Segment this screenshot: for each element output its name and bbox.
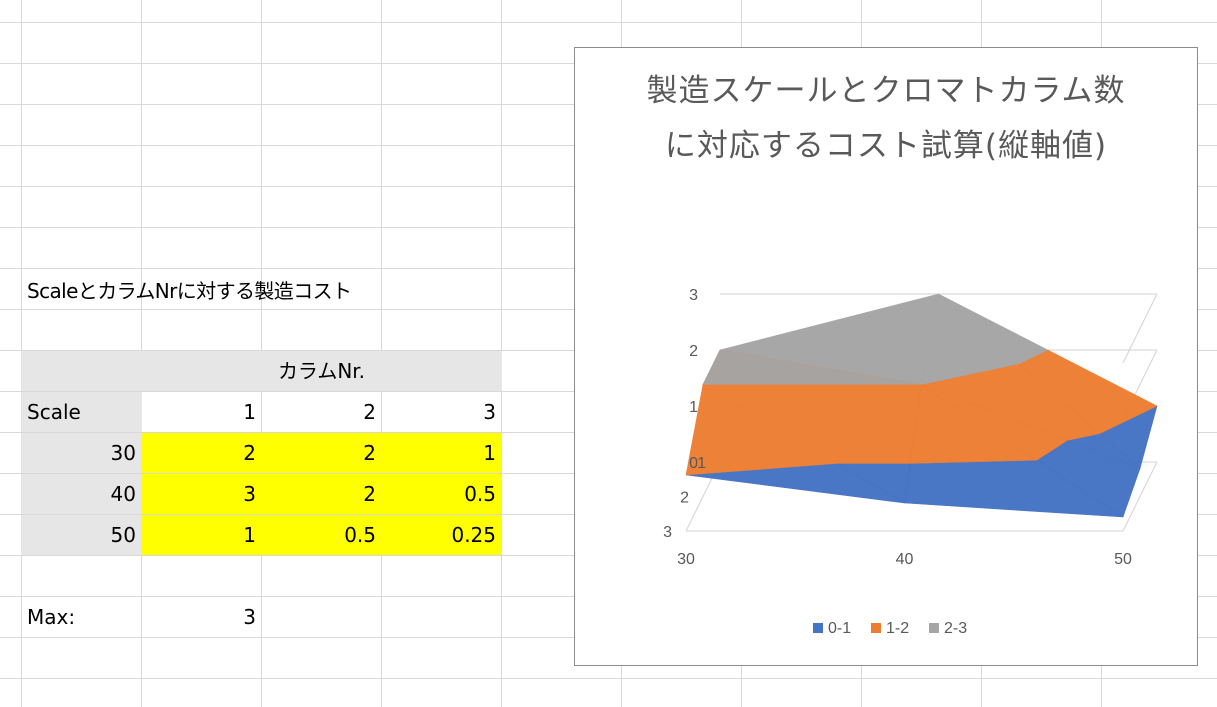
header-corner-cell[interactable] bbox=[21, 351, 142, 391]
sheet-caption[interactable]: ScaleとカラムNrに対する製造コスト bbox=[27, 279, 352, 303]
z-axis-tick-label: 2 bbox=[689, 343, 698, 360]
value-cell[interactable]: 0.5 bbox=[261, 515, 382, 555]
gridline-side bbox=[1122, 293, 1158, 364]
value-cell[interactable]: 0.25 bbox=[381, 515, 502, 555]
depth-axis-label: 2 bbox=[680, 490, 689, 507]
legend-swatch bbox=[929, 623, 939, 633]
column-label-2[interactable]: 2 bbox=[363, 400, 376, 424]
surface-facet-band-2-3 bbox=[921, 293, 1020, 385]
max-label-cell[interactable]: Max: bbox=[27, 605, 76, 629]
surface-facet-band-1-2 bbox=[685, 384, 838, 476]
column-header-cell[interactable]: カラムNr. bbox=[141, 351, 502, 391]
value-cell[interactable]: 0.5 bbox=[381, 474, 502, 514]
value-cell[interactable]: 1 bbox=[381, 433, 502, 473]
depth-axis-label: 3 bbox=[663, 524, 672, 541]
category-axis-label: 40 bbox=[896, 551, 914, 568]
value-cell[interactable]: 2 bbox=[261, 474, 382, 514]
legend-swatch bbox=[813, 623, 823, 633]
row-header-cell[interactable]: Scale bbox=[21, 392, 142, 432]
category-axis-label: 30 bbox=[677, 551, 695, 568]
scale-cell-50[interactable]: 50 bbox=[21, 515, 142, 555]
z-axis-tick-label: 1 bbox=[689, 399, 698, 416]
max-value-cell[interactable]: 3 bbox=[243, 605, 256, 629]
chart-title-line1: 製造スケールとクロマトカラム数 bbox=[646, 73, 1126, 109]
scale-cell-30[interactable]: 30 bbox=[21, 433, 142, 473]
legend-entry: 2-3 bbox=[944, 620, 967, 637]
column-label-3[interactable]: 3 bbox=[483, 400, 496, 424]
value-cell[interactable]: 2 bbox=[261, 433, 382, 473]
value-cell[interactable]: 1 bbox=[141, 515, 262, 555]
chart-title-line2: に対応するコスト試算(縦軸値) bbox=[664, 128, 1108, 164]
z-axis-tick-label: 3 bbox=[689, 287, 698, 304]
surface-facet-band-1-2 bbox=[909, 384, 1037, 464]
scale-cell-40[interactable]: 40 bbox=[21, 474, 142, 514]
category-axis-label: 50 bbox=[1114, 551, 1132, 568]
z-axis-tick-label: 0 bbox=[689, 455, 698, 472]
depth-axis-label: 1 bbox=[697, 455, 706, 472]
legend-swatch bbox=[871, 623, 881, 633]
legend-entry: 0-1 bbox=[828, 620, 851, 637]
value-cell[interactable]: 3 bbox=[141, 474, 262, 514]
surface-chart[interactable]: 製造スケールとクロマトカラム数 に対応するコスト試算(縦軸値) 0 1 2 3 30 40… bbox=[574, 47, 1198, 666]
column-label-1[interactable]: 1 bbox=[243, 400, 256, 424]
legend-entry: 1-2 bbox=[886, 620, 909, 637]
value-cell[interactable]: 2 bbox=[141, 433, 262, 473]
gridline-side bbox=[1122, 461, 1158, 532]
